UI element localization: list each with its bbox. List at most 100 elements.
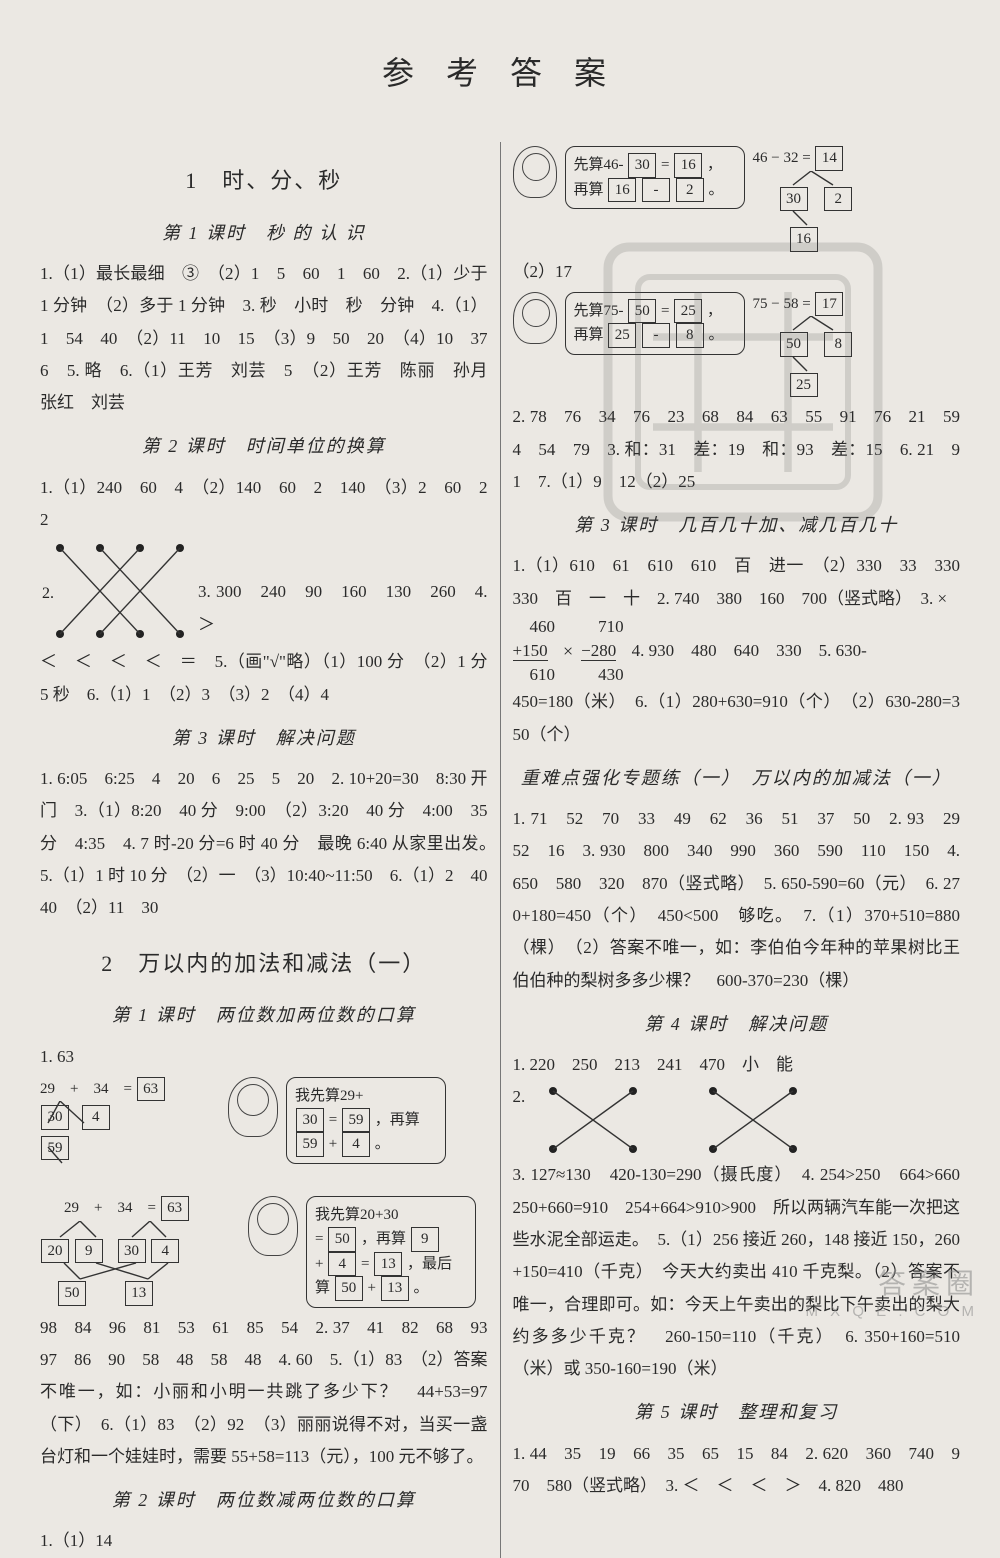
d2-b: 9 (75, 1239, 103, 1264)
match2-diagram (533, 1081, 853, 1159)
r2-8: 8 (676, 323, 704, 348)
a1c: 610 (513, 665, 556, 684)
r2-25b: 25 (608, 323, 636, 348)
r1-t1: 先算46- (574, 157, 624, 173)
d2b-50: 50 (328, 1227, 356, 1252)
d1b-t1: 我先算29+ (295, 1088, 363, 1104)
r1-30: 30 (628, 153, 656, 178)
d1-c: 59 (41, 1136, 69, 1161)
d2-expr: 29 + 34 = (64, 1200, 156, 1216)
d2b-p: + (315, 1256, 323, 1272)
r2-eq: = (661, 303, 669, 319)
d2-d: 4 (151, 1239, 179, 1264)
d1b-30: 30 (296, 1108, 324, 1133)
r2-m: - (642, 323, 670, 348)
d2b-13: 13 (374, 1252, 402, 1277)
u2l1-1: 1. 63 (40, 1041, 488, 1073)
d2-c: 30 (118, 1239, 146, 1264)
u2l2-1: 1.（1）14 (40, 1525, 488, 1557)
r2-d: 。 (709, 327, 724, 343)
d2-a: 20 (41, 1239, 69, 1264)
d2b-t4: 算 (315, 1280, 330, 1296)
d1b-eq: = (329, 1112, 337, 1128)
u2-lesson2-title: 第 2 课时 两位数减两位数的口算 (40, 1483, 488, 1517)
d1b-dot: 。 (375, 1136, 390, 1152)
r2-t1: 先算75- (574, 303, 624, 319)
d1-expr: 29 + 34 = (40, 1081, 132, 1097)
r-lesson4-title: 第 4 课时 解决问题 (513, 1007, 961, 1041)
r-l4-1: 1. 220 250 213 241 470 小 能 (513, 1049, 961, 1081)
d1b-59b: 59 (296, 1132, 324, 1157)
r1-2: 2 (676, 178, 704, 203)
a2c: 430 (581, 665, 624, 684)
arith-2: 710 −280 430 (581, 615, 624, 686)
left-column: 1 时、分、秒 第 1 课时 秒 的 认 识 1.（1）最长最细 ③ （2）1 … (40, 142, 488, 1558)
r-hard-body: 1. 71 52 70 33 49 62 36 51 37 50 2. 93 2… (513, 803, 961, 997)
d2b-t1: 我先算20+30 (315, 1207, 398, 1223)
two-columns: 1 时、分、秒 第 1 课时 秒 的 认 识 1.（1）最长最细 ③ （2）1 … (40, 142, 960, 1558)
d2b-t3: ，最后 (407, 1256, 452, 1272)
r-diagram1: 先算46- 30 = 16 ， 再算 16 - 2 。 46 − 32 = 14 (513, 146, 961, 252)
d2b-eq2: = (361, 1256, 369, 1272)
r-hard-title: 重难点强化专题练（一） 万以内的加减法（一） (513, 761, 961, 795)
r-l3-body3: 450=180（米） 6.（1）280+630=910（个） （2）630-28… (513, 686, 961, 751)
girl2-icon (513, 292, 557, 344)
r1-rc: 16 (790, 227, 818, 252)
r2-expr: 75 − 58 = (753, 296, 811, 312)
d2-bubble: 我先算20+30 = 50 ，再算 9 + 4 = 13 ，最后 算 50 + … (306, 1196, 476, 1308)
r-l4-2: 2. (513, 1081, 526, 1113)
u1-lesson3-title: 第 3 课时 解决问题 (40, 721, 488, 755)
r-l3-body1: 1.（1）610 61 610 610 百 进一 （2）330 33 330 3… (513, 550, 961, 615)
r-lesson3-title: 第 3 课时 几百几十加、减几百几十 (513, 508, 961, 542)
u1l2-match-row: 2. 3. 300 240 90 160 130 260 4. ＞ (40, 536, 488, 646)
r-lesson5-title: 第 5 课时 整理和复习 (513, 1395, 961, 1429)
u2l1-body2: 98 84 96 81 53 61 85 54 2. 37 41 82 68 9… (40, 1312, 488, 1473)
r2-rb: 8 (824, 332, 852, 357)
r1-work: 46 − 32 = 14 30 2 16 (753, 146, 923, 252)
a1b: +150 (513, 641, 548, 661)
r2-work: 75 − 58 = 17 50 8 25 (753, 292, 923, 398)
d1b-4: 4 (342, 1132, 370, 1157)
r1-c: ， (707, 157, 722, 173)
u1l2-line3: ＜ ＜ ＜ ＜ ＝ 5.（画"√"略）（1）100 分 （2）1 分 5 秒 6… (40, 646, 488, 711)
d2b-4: 4 (328, 1252, 356, 1277)
unit-1-heading: 1 时、分、秒 (40, 160, 488, 202)
d1-bubble: 我先算29+ 30 = 59 ，再算 59 + 4 。 (286, 1077, 446, 1164)
d2-f: 13 (125, 1281, 153, 1306)
u1-lesson2-title: 第 2 课时 时间单位的换算 (40, 429, 488, 463)
u1l2-line1: 1.（1）240 60 4 （2）140 60 2 140 （3）2 60 2 … (40, 472, 488, 537)
a2a: 710 (581, 617, 624, 636)
r2-50: 50 (628, 299, 656, 324)
unit-2-heading: 2 万以内的加法和减法（一） (40, 943, 488, 985)
d2b-eq: = (315, 1231, 323, 1247)
d1-b: 4 (82, 1105, 110, 1130)
r-2-17: （2）17 (513, 256, 961, 288)
r-l2-body: 2. 78 76 34 76 23 68 84 63 55 91 76 21 5… (513, 401, 961, 498)
girl-icon (228, 1077, 278, 1137)
d1-ans: 63 (137, 1077, 165, 1102)
boy-icon (248, 1196, 298, 1256)
d2b-t2: ，再算 (361, 1231, 406, 1247)
r2-c: ， (707, 303, 722, 319)
arith-1: 460 +150 610 (513, 615, 556, 686)
r2-ra: 50 (780, 332, 808, 357)
r2-bubble: 先算75- 50 = 25 ， 再算 25 - 8 。 (565, 292, 745, 355)
d2-left: 29 + 34 = 63 20 9 30 4 (40, 1196, 240, 1306)
a2b: −280 (581, 641, 616, 661)
page: 参 考 答 案 1 时、分、秒 第 1 课时 秒 的 认 识 1.（1）最长最细… (40, 0, 960, 1558)
d1b-t2: ，再算 (375, 1112, 420, 1128)
d1b-plus: + (329, 1136, 337, 1152)
u1l3-body: 1. 6:05 6:25 4 20 6 25 5 20 2. 10+20=30 … (40, 763, 488, 924)
r1-16b: 16 (608, 178, 636, 203)
d1b-59: 59 (342, 1108, 370, 1133)
boy2-icon (513, 146, 557, 198)
a1a: 460 (513, 617, 556, 636)
d1-a: 30 (41, 1105, 69, 1130)
page-title: 参 考 答 案 (40, 48, 960, 94)
watermark: 答案圈 (878, 1262, 980, 1302)
r1-ra: 30 (780, 187, 808, 212)
match-diagram: 2. (40, 536, 190, 646)
r1-m: - (642, 178, 670, 203)
watermark-sub: M X Q E . C O M (805, 1303, 978, 1320)
r1-rb: 2 (824, 187, 852, 212)
